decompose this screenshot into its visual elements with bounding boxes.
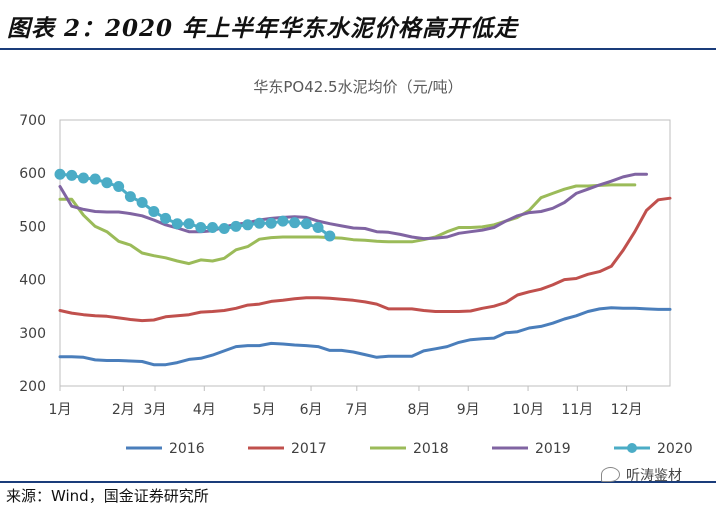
data-point-2020 bbox=[230, 220, 242, 232]
data-point-2020 bbox=[54, 168, 66, 180]
y-tick-label: 200 bbox=[19, 379, 46, 395]
data-point-2020 bbox=[136, 196, 148, 208]
series-line-2018 bbox=[58, 183, 637, 266]
data-point-2020 bbox=[101, 177, 113, 189]
legend-label-2018: 2018 bbox=[413, 441, 449, 457]
x-tick-label: 5月 bbox=[253, 402, 276, 418]
data-point-2020 bbox=[265, 217, 277, 229]
x-tick-label: 4月 bbox=[193, 402, 216, 418]
data-point-2020 bbox=[66, 169, 78, 181]
data-point-2020 bbox=[218, 223, 230, 235]
legend-marker-2020 bbox=[627, 443, 637, 453]
data-point-2020 bbox=[160, 212, 172, 224]
data-point-2020 bbox=[289, 217, 301, 229]
watermark-text: 听涛鉴材 bbox=[626, 468, 682, 484]
y-tick-label: 400 bbox=[19, 273, 46, 289]
legend-label-2020: 2020 bbox=[657, 441, 693, 457]
chart-area: 华东PO42.5水泥均价（元/吨） 200 300 400 500 600 700 1月 2月… bbox=[0, 50, 716, 481]
x-tick-label: 9月 bbox=[457, 402, 480, 418]
data-point-2020 bbox=[324, 230, 336, 242]
y-tick-label: 300 bbox=[19, 326, 46, 342]
data-point-2020 bbox=[253, 217, 265, 229]
y-tick-label: 700 bbox=[19, 113, 46, 129]
x-tick-label: 8月 bbox=[408, 402, 431, 418]
x-tick-label: 12月 bbox=[611, 402, 643, 418]
chart-title: 华东PO42.5水泥均价（元/吨） bbox=[253, 78, 463, 96]
series-line-2020 bbox=[58, 172, 332, 238]
x-tick-label: 2月 bbox=[112, 402, 135, 418]
legend-label-2016: 2016 bbox=[169, 441, 205, 457]
x-tick-label: 1月 bbox=[49, 402, 72, 418]
watermark: 听涛鉴材 bbox=[601, 465, 682, 485]
data-point-2020 bbox=[277, 215, 289, 227]
data-point-2020 bbox=[195, 221, 207, 233]
legend-label-2017: 2017 bbox=[291, 441, 327, 457]
data-point-2020 bbox=[312, 221, 324, 233]
plot-frame bbox=[59, 119, 671, 387]
top-rule bbox=[0, 48, 716, 50]
data-point-2020 bbox=[77, 172, 89, 184]
series-line-2017 bbox=[58, 196, 672, 323]
data-point-2020 bbox=[300, 218, 312, 230]
x-tick-label: 3月 bbox=[144, 402, 167, 418]
legend-label-2019: 2019 bbox=[535, 441, 571, 457]
series-line-2016 bbox=[58, 306, 672, 367]
x-tick-label: 7月 bbox=[345, 402, 368, 418]
data-point-2020 bbox=[113, 181, 125, 192]
data-point-2020 bbox=[183, 218, 195, 230]
figure-title: 图表 2：2020 年上半年华东水泥价格高开低走 bbox=[7, 15, 519, 42]
wechat-icon bbox=[601, 467, 620, 482]
data-point-2020 bbox=[124, 191, 136, 203]
x-tick-label: 11月 bbox=[561, 402, 593, 418]
y-tick-label: 500 bbox=[19, 219, 46, 235]
bottom-rule bbox=[0, 481, 716, 483]
x-tick-label: 10月 bbox=[512, 402, 544, 418]
data-point-2020 bbox=[242, 219, 254, 231]
data-point-2020 bbox=[207, 221, 218, 233]
source-note: 来源：Wind，国金证券研究所 bbox=[6, 487, 209, 505]
data-point-2020 bbox=[171, 218, 183, 230]
x-tick-label: 6月 bbox=[300, 402, 323, 418]
data-point-2020 bbox=[89, 173, 101, 185]
line-chart: 200 300 400 500 600 700 1月 2月 3月 4月 5月 6月 7月 8月 9月 10月 1… bbox=[19, 113, 693, 457]
data-point-2020 bbox=[148, 206, 160, 218]
y-tick-label: 600 bbox=[19, 166, 46, 182]
series-line-2019 bbox=[58, 172, 648, 241]
